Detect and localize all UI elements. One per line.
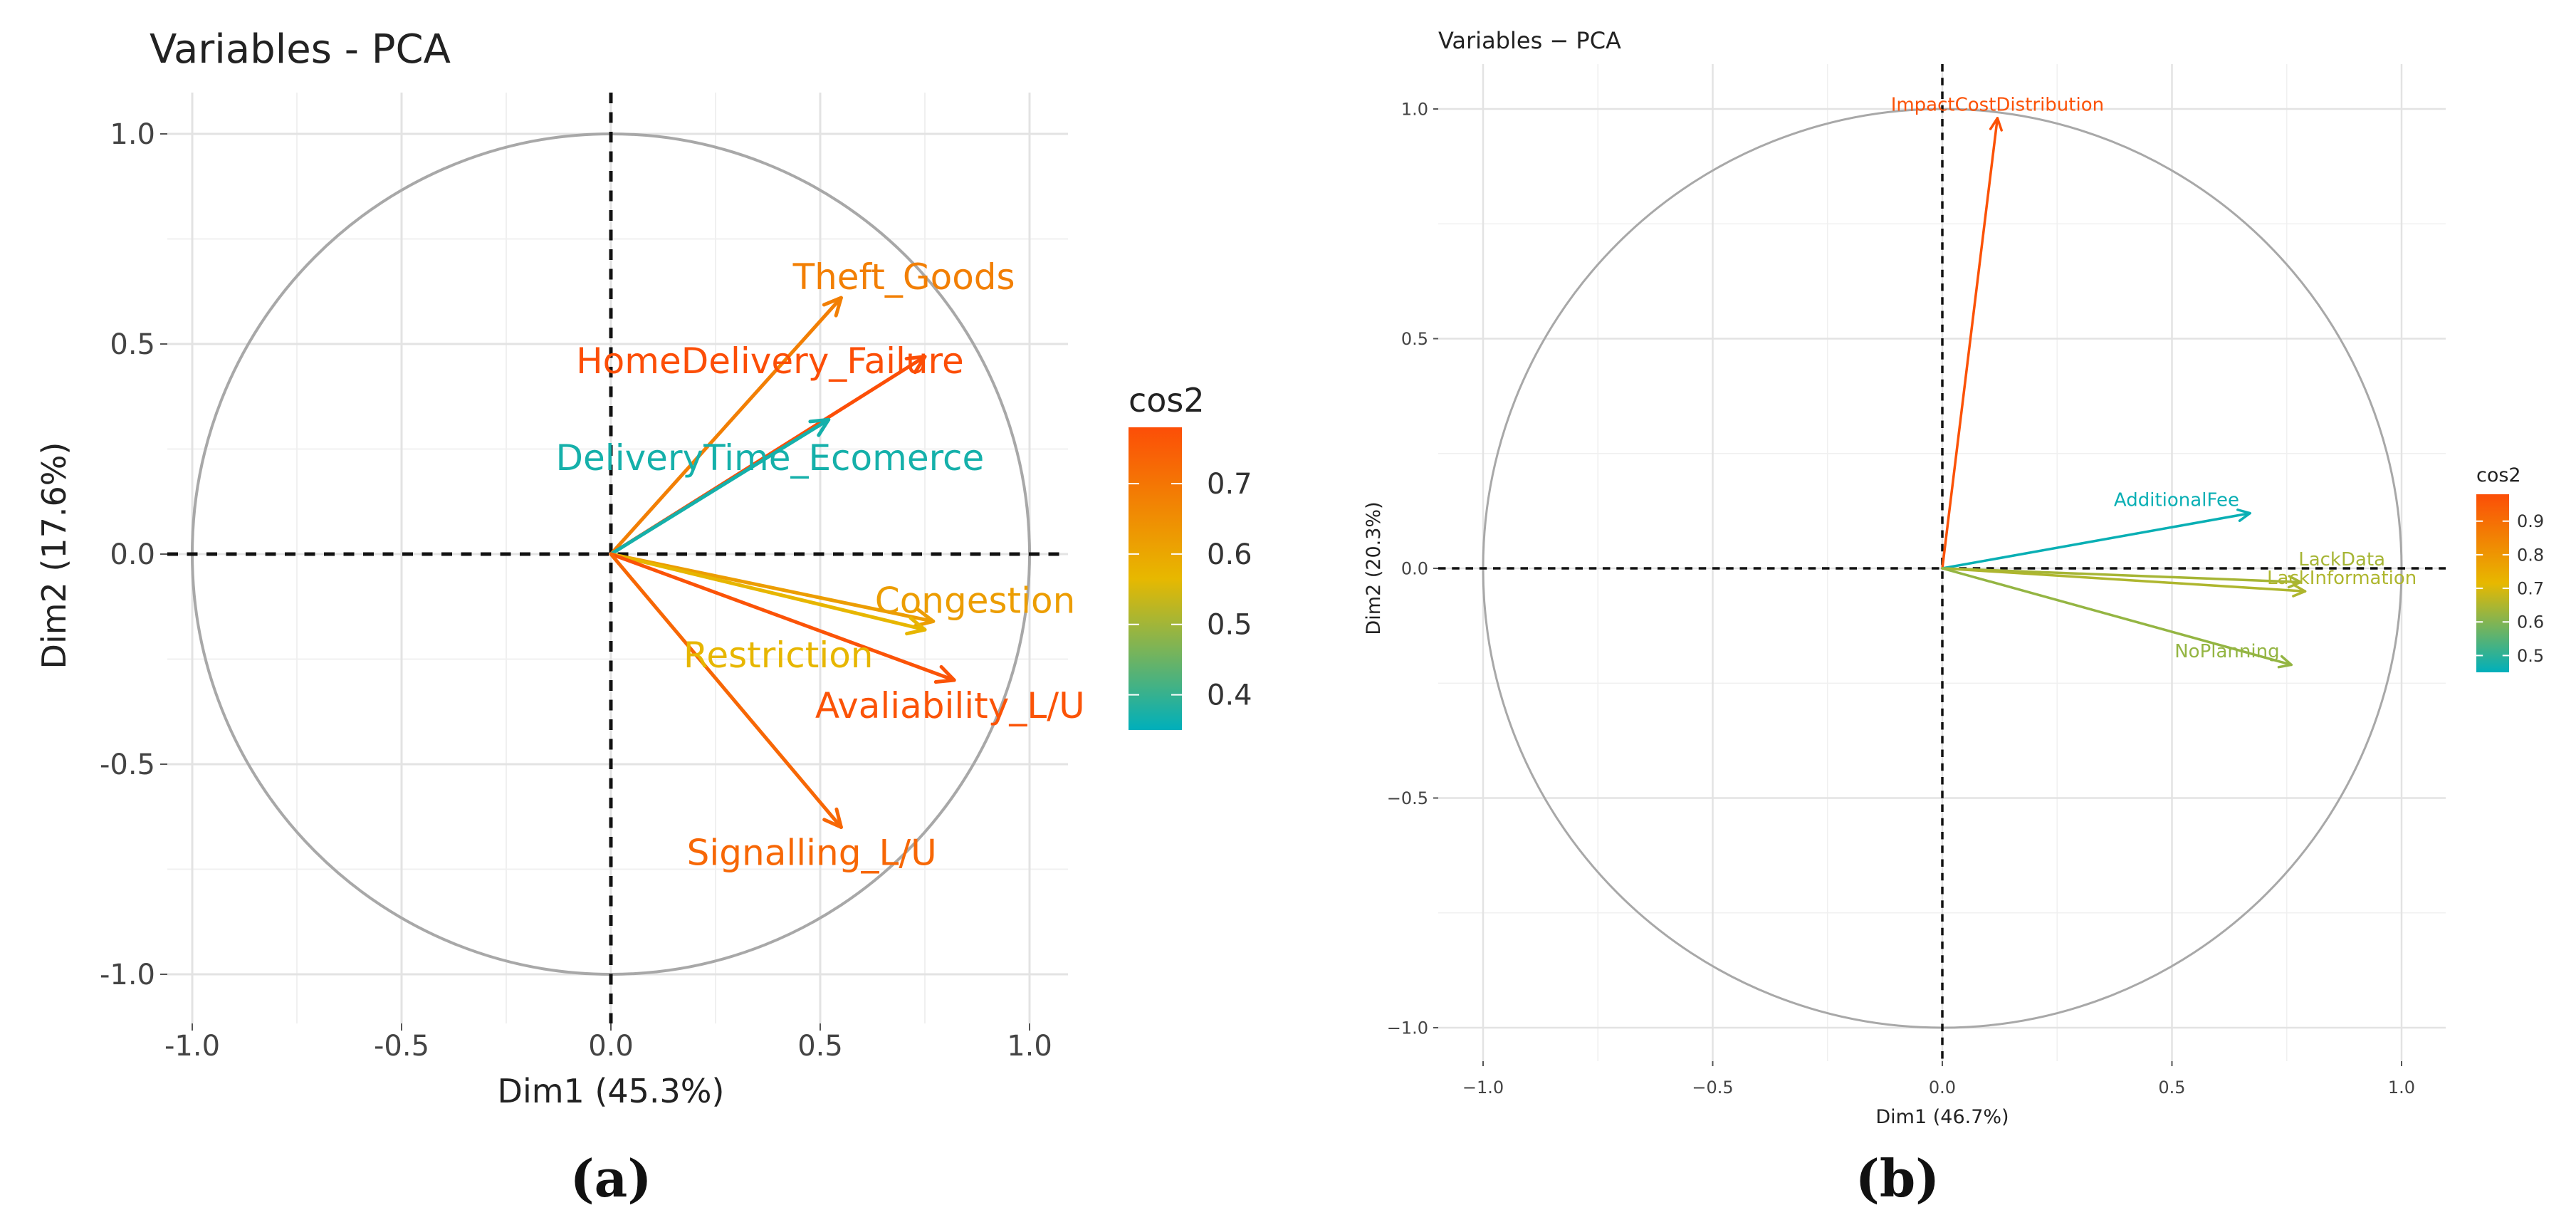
x-tick-label: 0.0	[588, 1030, 634, 1063]
x-tick-label: 0.5	[2158, 1078, 2185, 1098]
variable-arrow	[609, 417, 831, 556]
legend-tick-label: 0.6	[1207, 538, 1252, 571]
legend-tick-label: 0.7	[2517, 578, 2544, 598]
panel-a-title: Variables - PCA	[150, 26, 451, 73]
y-tick-label: 0.0	[110, 538, 155, 571]
x-tick-label: −1.0	[1462, 1078, 1504, 1098]
variable-arrowhead	[933, 664, 956, 684]
legend-colorbar	[2476, 494, 2509, 672]
variable-arrow	[609, 552, 843, 829]
legend-tick-label: 0.5	[1207, 609, 1252, 642]
panel-b-x-axis-label: Dim1 (46.7%)	[1875, 1106, 2009, 1128]
y-tick-label: -1.0	[100, 959, 155, 991]
variable-label: HomeDelivery_Failure	[576, 340, 964, 382]
x-tick-label: 0.5	[797, 1030, 843, 1063]
panel-a-variable-labels: Theft_Goods HomeDelivery_Failure DeliveryT…	[556, 256, 1085, 873]
y-tick-label: −0.5	[1387, 788, 1428, 808]
variable-label: Avaliability_L/U	[815, 685, 1085, 726]
variable-label: Restriction	[684, 635, 874, 676]
variable-arrow	[1941, 567, 2293, 667]
variable-arrowhead	[822, 296, 843, 318]
legend-tick-label: 0.8	[2517, 545, 2544, 565]
panel-b-variable-labels: ImpactCostDistribution AdditionalFee LackD…	[1891, 95, 2417, 663]
variable-arrowhead	[822, 807, 843, 829]
legend-title: cos2	[1129, 381, 1205, 419]
legend-tick-label: 0.6	[2517, 612, 2544, 632]
y-tick-label: 0.5	[1401, 329, 1428, 349]
variable-label: AdditionalFee	[2114, 489, 2239, 511]
panel-b-chart: Variables − PCA −1.0 −0.5 0.0 0.5 1.0 −1.0 −0.…	[1363, 27, 2544, 1209]
panel-b-title: Variables − PCA	[1438, 27, 1621, 54]
panel-a-y-axis-label: Dim2 (17.6%)	[35, 442, 73, 669]
variable-arrow	[609, 552, 956, 682]
legend-tick-label: 0.5	[2517, 646, 2544, 666]
panel-b-caption: (b)	[1855, 1148, 1939, 1209]
y-tick-label: -0.5	[100, 749, 155, 781]
variable-arrowhead	[905, 616, 927, 636]
variable-arrowhead	[2287, 575, 2302, 589]
variable-label: LackData	[2298, 549, 2385, 570]
legend-tick-label: 0.9	[2517, 511, 2544, 531]
panel-b-arrows	[1941, 117, 2307, 669]
legend-tick-label: 0.4	[1207, 679, 1252, 712]
y-tick-label: 1.0	[110, 118, 155, 151]
variable-arrowhead	[913, 608, 936, 628]
variable-arrowhead	[2236, 509, 2251, 522]
panel-b-y-axis-label: Dim2 (20.3%)	[1363, 501, 1385, 635]
variable-arrowhead	[904, 355, 927, 375]
panel-a-axes: -1.0 -0.5 0.0 0.5 1.0 -1.0 -0.5 0.0 0.5 1.0	[100, 93, 1068, 1063]
variable-arrow	[1941, 511, 2251, 570]
panel-a-legend: cos2 0.4 0.5 0.6 0.7	[1129, 381, 1252, 730]
legend-title: cos2	[2476, 464, 2521, 486]
legend-tick-label: 0.7	[1207, 468, 1252, 501]
x-tick-label: -1.0	[164, 1030, 220, 1063]
y-tick-label: 0.0	[1401, 558, 1428, 578]
variable-label: NoPlanning	[2174, 641, 2279, 662]
variable-arrowhead	[2277, 655, 2293, 669]
variable-label: LackInformation	[2267, 568, 2417, 589]
x-tick-label: -0.5	[374, 1030, 429, 1063]
variable-label: ImpactCostDistribution	[1891, 95, 2104, 116]
x-tick-label: 0.0	[1929, 1078, 1956, 1098]
x-tick-label: −0.5	[1692, 1078, 1733, 1098]
panel-a-arrows	[609, 296, 956, 829]
variable-label: Congestion	[875, 580, 1076, 621]
variable-arrow	[609, 296, 843, 556]
panel-b-axes: −1.0 −0.5 0.0 0.5 1.0 −1.0 −0.5 0.0 0.5 1.0	[1387, 64, 2446, 1098]
panel-a-x-axis-label: Dim1 (45.3%)	[498, 1072, 725, 1110]
variable-arrow	[609, 552, 927, 632]
legend-colorbar	[1129, 427, 1182, 730]
variable-arrow	[1941, 117, 1999, 570]
variable-label: DeliveryTime_Ecomerce	[556, 437, 985, 479]
panel-a-chart: Variables - PCA -1.0 -0.5 0.0 0.5 1.0 -1.0 -0.…	[35, 26, 1252, 1209]
variable-arrow	[1941, 567, 2307, 593]
variable-arrowhead	[808, 417, 831, 437]
panel-b-legend: cos2 0.5 0.6 0.7 0.8 0.9	[2476, 464, 2544, 672]
y-tick-label: 1.0	[1401, 99, 1428, 119]
variable-label: Theft_Goods	[792, 256, 1015, 298]
variable-arrow	[1941, 567, 2302, 584]
variable-arrowhead	[2292, 583, 2307, 598]
y-tick-label: 0.5	[110, 328, 155, 361]
y-tick-label: −1.0	[1387, 1018, 1428, 1038]
x-tick-label: 1.0	[1007, 1030, 1052, 1063]
variable-arrowhead	[1989, 117, 2003, 132]
variable-label: Signalling_L/U	[687, 832, 937, 873]
x-tick-label: 1.0	[2388, 1078, 2415, 1098]
panel-a-caption: (a)	[570, 1148, 652, 1209]
